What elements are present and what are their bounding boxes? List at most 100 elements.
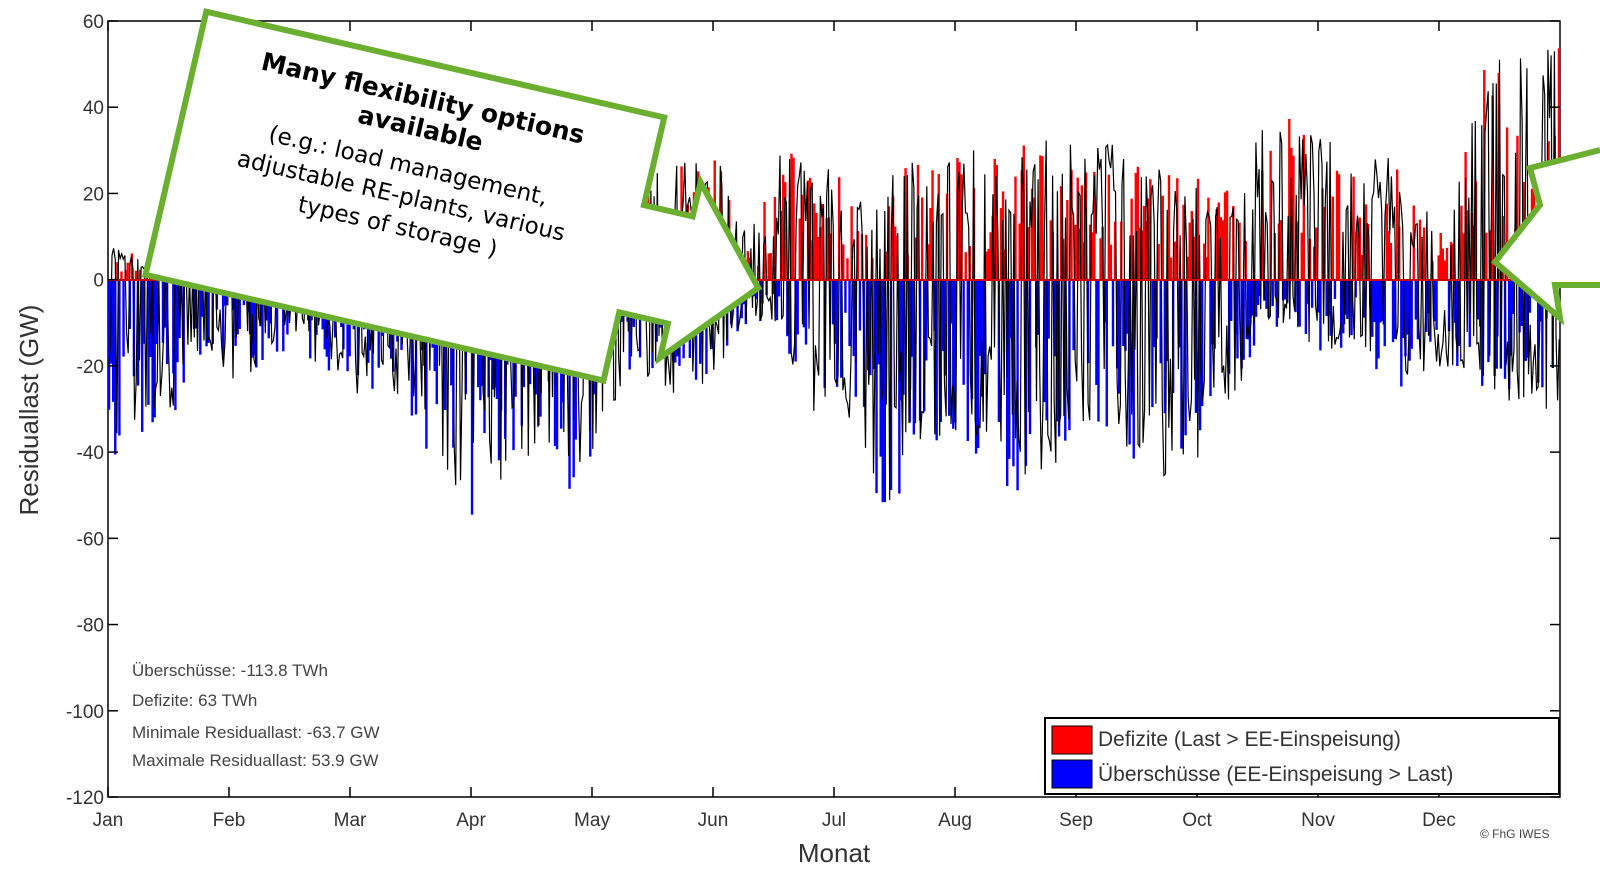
residual-bar — [1442, 249, 1444, 280]
residual-bar — [778, 280, 780, 297]
y-tick-label: -80 — [77, 616, 104, 637]
legend-label-surplus: Überschüsse (EE-Einspeisung > Last) — [1098, 763, 1453, 786]
copyright-label: © FhG IWES — [1480, 827, 1550, 841]
residual-bar — [1110, 245, 1112, 280]
residual-bar — [1041, 156, 1043, 279]
residual-bar — [127, 263, 129, 280]
residual-bar — [1419, 220, 1421, 280]
residual-bar — [952, 280, 954, 429]
residual-bar — [135, 271, 137, 280]
legend-swatch-surplus — [1052, 760, 1092, 788]
legend: Defizite (Last > EE-Einspeisung) Übersch… — [1045, 718, 1559, 794]
residual-bar — [1112, 280, 1114, 347]
residual-bar — [805, 280, 807, 345]
residual-bar — [1257, 280, 1259, 305]
residual-bar — [1485, 233, 1487, 280]
residual-bar — [1319, 280, 1321, 351]
residual-bar — [1423, 228, 1425, 280]
residual-bar — [797, 280, 799, 335]
residual-bar — [1437, 255, 1439, 279]
residual-bar — [122, 280, 124, 357]
x-tick-label: Nov — [1301, 810, 1335, 831]
residual-bar — [199, 280, 201, 355]
y-tick-label: 40 — [83, 98, 104, 119]
residual-bar — [842, 244, 844, 279]
residual-bar — [1097, 280, 1099, 422]
stats-line-max: Maximale Residuallast: 53.9 GW — [132, 751, 379, 770]
residual-bar — [1375, 280, 1377, 369]
x-axis-title: Monat — [798, 838, 871, 868]
residual-bar — [1095, 280, 1097, 385]
residual-bar — [1410, 280, 1412, 349]
residual-bar — [120, 271, 122, 279]
residual-bar — [987, 249, 989, 280]
y-tick-label: 20 — [83, 184, 104, 205]
residual-bar — [965, 252, 967, 279]
y-tick-label: -40 — [77, 443, 104, 464]
legend-label-deficit: Defizite (Last > EE-Einspeisung) — [1098, 728, 1401, 751]
residual-bar — [1311, 280, 1313, 308]
residual-bar — [989, 232, 991, 279]
residual-bar — [1298, 280, 1300, 327]
x-tick-label: Dec — [1422, 810, 1456, 831]
residual-bar — [1390, 243, 1392, 280]
residual-bar — [1377, 280, 1379, 359]
residual-bar — [1226, 191, 1228, 280]
residual-bar — [848, 280, 850, 346]
residual-bar — [1305, 280, 1307, 334]
residual-bar — [1460, 206, 1462, 280]
residual-bar — [844, 280, 846, 313]
residual-bar — [1444, 261, 1446, 280]
residual-bar — [1379, 280, 1381, 323]
residual-bar — [859, 280, 861, 331]
residual-bar — [1189, 223, 1191, 280]
residual-bar — [1272, 280, 1274, 306]
residual-bar — [846, 258, 848, 279]
legend-swatch-deficit — [1052, 726, 1092, 754]
stats-line-min: Minimale Residuallast: -63.7 GW — [132, 723, 380, 742]
residual-bar — [921, 198, 923, 280]
residual-bar — [1255, 280, 1257, 317]
residual-bar — [1222, 220, 1224, 279]
residual-bar — [1440, 233, 1442, 280]
residual-bar — [1392, 280, 1394, 342]
residual-bar — [1207, 198, 1209, 280]
residual-bar — [1396, 169, 1398, 279]
x-tick-label: Jan — [93, 810, 124, 831]
residual-bar — [1334, 280, 1336, 299]
residual-bar — [815, 213, 817, 280]
residual-bar — [813, 203, 815, 279]
residual-bar — [1106, 280, 1108, 427]
y-axis-title: Residuallast (GW) — [14, 305, 44, 516]
x-tick-label: Aug — [938, 810, 972, 831]
residual-bar — [1301, 233, 1303, 280]
residual-bar — [1047, 280, 1049, 339]
residual-bar — [1336, 171, 1338, 280]
residual-bar — [929, 208, 931, 280]
x-tick-label: May — [574, 810, 610, 831]
residual-bar — [1386, 204, 1388, 280]
residual-bar — [1435, 280, 1437, 330]
x-tick-label: Feb — [213, 810, 246, 831]
x-tick-label: Jul — [822, 810, 846, 831]
residual-bar — [1224, 192, 1226, 279]
residual-bar — [1406, 280, 1408, 335]
residual-bar — [141, 280, 143, 432]
residual-bar — [977, 280, 979, 448]
residual-bar — [1388, 231, 1390, 280]
residual-bar — [1174, 242, 1176, 280]
residual-bar — [1108, 175, 1110, 280]
x-tick-label: Apr — [456, 810, 486, 831]
residual-bar — [1099, 238, 1101, 279]
y-tick-label: -60 — [77, 529, 104, 550]
residual-bar — [967, 280, 969, 441]
x-tick-label: Sep — [1059, 810, 1093, 831]
residual-bar — [792, 158, 794, 280]
y-tick-label: -100 — [66, 702, 104, 723]
x-tick-label: Mar — [334, 810, 367, 831]
residual-bar — [1162, 196, 1164, 280]
y-tick-label: 60 — [83, 12, 104, 33]
residual-bar — [1332, 197, 1334, 280]
residual-bar — [770, 253, 772, 280]
residual-bar — [1265, 280, 1267, 309]
